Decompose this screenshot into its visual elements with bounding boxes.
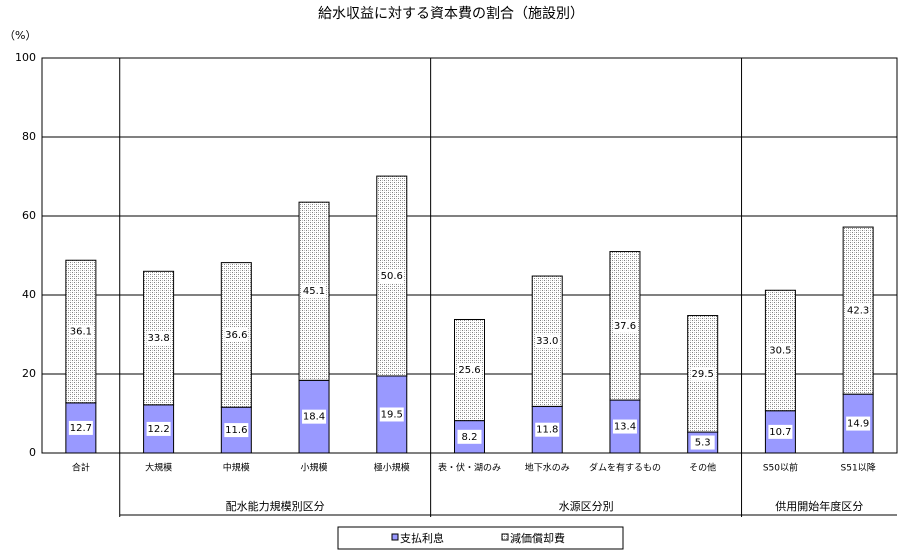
value-label-bg [68, 324, 93, 339]
value-label-bg [379, 269, 404, 284]
value-label: 29.5 [692, 369, 714, 380]
value-label-bg [846, 416, 871, 431]
legend-box [337, 526, 624, 550]
value-label-bg [768, 343, 793, 358]
value-label-bg [535, 422, 560, 437]
value-label-bg [535, 334, 560, 349]
y-tick-label: 80 [22, 130, 36, 143]
value-label-bg [224, 327, 249, 342]
x-tick-label: 大規模 [145, 462, 172, 474]
chart-title: 給水収益に対する資本費の割合（施設別） [318, 5, 584, 22]
value-label: 19.5 [381, 409, 403, 420]
value-label-bg [612, 419, 637, 434]
value-label-bg [612, 318, 637, 333]
x-tick-label: 極小規模 [374, 462, 410, 474]
x-tick-label: その他 [689, 462, 716, 474]
group-label-bg [771, 499, 868, 513]
x-tick-label: 地下水のみ [525, 462, 570, 474]
value-label: 8.2 [462, 432, 478, 443]
value-label: 18.4 [303, 412, 325, 423]
x-tick-label: ダムを有するもの [589, 462, 661, 474]
value-label: 33.8 [147, 333, 169, 344]
group-label-bg [221, 499, 329, 513]
value-label: 36.1 [70, 327, 92, 338]
value-label: 42.3 [847, 306, 869, 317]
value-label: 13.4 [614, 422, 636, 433]
x-tick-label: 表・伏・湖のみ [438, 462, 501, 474]
value-label-bg [457, 429, 482, 444]
y-tick-label: 100 [15, 51, 36, 64]
value-label-bg [457, 363, 482, 378]
value-label-bg [690, 366, 715, 381]
x-tick-label: 小規模 [301, 463, 328, 474]
y-tick-label: 40 [22, 288, 36, 301]
legend-swatch [391, 533, 399, 541]
value-label: 14.9 [847, 419, 869, 430]
value-label: 12.7 [70, 423, 92, 434]
value-label-bg [690, 435, 715, 450]
value-label-bg [68, 420, 93, 435]
group-label: 水源区分別 [559, 499, 614, 513]
value-label: 11.6 [225, 425, 247, 436]
value-label-bg [302, 284, 327, 299]
y-tick-label: 0 [29, 446, 36, 459]
value-label-bg [302, 409, 327, 424]
value-label: 45.1 [303, 286, 325, 297]
x-tick-label: S50以前 [763, 462, 798, 474]
value-label: 50.6 [381, 271, 403, 282]
group-label: 配水能力規模別区分 [226, 499, 325, 513]
value-label: 33.0 [536, 336, 558, 347]
value-label: 12.2 [147, 424, 169, 435]
value-label: 30.5 [769, 345, 791, 356]
group-label: 供用開始年度区分 [775, 499, 863, 513]
y-tick-label: 60 [22, 209, 36, 222]
x-tick-label: 合計 [72, 462, 90, 474]
value-label: 25.6 [458, 365, 480, 376]
value-label: 5.3 [695, 438, 711, 449]
value-label: 11.8 [536, 425, 558, 436]
x-tick-label: S51以降 [841, 462, 876, 474]
x-tick-label: 中規模 [223, 462, 250, 474]
legend-label: 減価償却費 [510, 531, 565, 545]
value-label-bg [379, 407, 404, 422]
value-label-bg [146, 331, 171, 346]
group-label-bg [554, 499, 618, 513]
value-label-bg [146, 421, 171, 436]
y-axis-label: （%） [4, 29, 36, 42]
value-label: 10.7 [769, 427, 791, 438]
legend-label: 支払利息 [400, 531, 444, 545]
value-label-bg [768, 424, 793, 439]
value-label-bg [846, 303, 871, 318]
value-label-bg [224, 423, 249, 438]
legend-swatch [501, 533, 509, 541]
value-label: 37.6 [614, 321, 636, 332]
y-tick-label: 20 [22, 367, 36, 380]
value-label: 36.6 [225, 330, 247, 341]
